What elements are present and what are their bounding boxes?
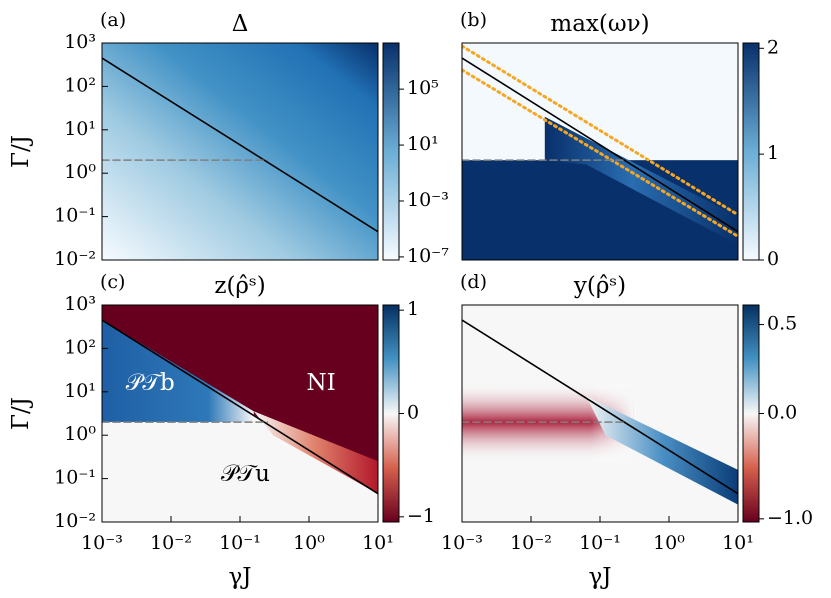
x-tick-label: 10⁻³ xyxy=(441,532,483,554)
x-axis-label: γJ xyxy=(229,564,252,590)
curve-dotted xyxy=(462,68,738,238)
heatmap-region xyxy=(102,319,254,422)
panel-title: y(ρ̂ˢ) xyxy=(573,273,626,299)
heatmap-region xyxy=(586,396,738,505)
annotation: NI xyxy=(307,370,336,396)
y-tick-label: 10⁻¹ xyxy=(54,467,96,489)
colorbar-tick-label: 2 xyxy=(767,36,779,58)
heatmap-region xyxy=(253,411,378,494)
y-tick-label: 10⁻¹ xyxy=(54,205,96,227)
panel-label: (a) xyxy=(100,9,126,31)
heatmap-image xyxy=(102,305,378,522)
x-axis-label: γJ xyxy=(589,564,612,590)
colorbar-tick-label: 1 xyxy=(407,298,419,320)
x-tick-label: 10¹ xyxy=(722,532,754,554)
heatmap-image xyxy=(102,43,378,260)
colorbar-tick-label: 0 xyxy=(767,248,779,270)
panel-label: (c) xyxy=(100,271,125,293)
curve-solid xyxy=(462,319,738,495)
panel-label: (b) xyxy=(460,9,487,31)
y-tick-label: 10² xyxy=(64,336,96,358)
plot-frame xyxy=(461,42,739,261)
curve-dotted xyxy=(462,44,738,217)
x-tick-label: 10⁻³ xyxy=(81,532,123,554)
colorbar-tick-label: 0 xyxy=(407,402,419,424)
x-tick-label: 10⁰ xyxy=(653,532,685,554)
colorbar-tick-label: 0.5 xyxy=(767,313,797,335)
y-axis-label: Γ/J xyxy=(8,135,34,168)
x-tick-label: 10⁻² xyxy=(150,532,192,554)
colorbar-tick-label: 10⁵ xyxy=(407,77,439,99)
colorbar xyxy=(382,304,400,523)
colorbar-tick-label: 10⁻⁷ xyxy=(407,245,449,267)
x-tick-label: 10⁰ xyxy=(293,532,325,554)
plot-frame xyxy=(101,42,379,261)
y-tick-label: 10⁰ xyxy=(64,161,96,183)
x-tick-label: 10⁻¹ xyxy=(579,532,621,554)
y-tick-label: 10¹ xyxy=(64,380,96,402)
panel-title: Δ xyxy=(232,11,249,37)
colorbar-tick-label: −1 xyxy=(407,505,435,527)
annotation: 𝒫𝒯b xyxy=(126,370,175,396)
y-tick-label: 10² xyxy=(64,74,96,96)
annotation: 𝒫𝒯u xyxy=(221,461,270,487)
curve-solid xyxy=(102,319,378,495)
colorbar-tick-label: −1.0 xyxy=(767,507,813,529)
colorbar xyxy=(742,42,760,261)
panel-title: max(ων) xyxy=(550,11,649,37)
y-tick-label: 10³ xyxy=(64,293,96,315)
panel-title: z(ρ̂ˢ) xyxy=(214,273,265,299)
colorbar-tick-label: 1 xyxy=(767,142,779,164)
colorbar-tick-label: 10¹ xyxy=(407,133,439,155)
y-tick-label: 10⁻² xyxy=(54,510,96,532)
y-axis-label: Γ/J xyxy=(8,397,34,430)
heatmap-region xyxy=(102,43,378,260)
y-tick-label: 10¹ xyxy=(64,118,96,140)
colorbar-tick-label: 0.0 xyxy=(767,402,797,424)
x-tick-label: 10⁻¹ xyxy=(219,532,261,554)
colorbar xyxy=(382,42,400,261)
y-tick-label: 10³ xyxy=(64,31,96,53)
colorbar-tick-label: 10⁻³ xyxy=(407,189,449,211)
colorbar xyxy=(742,304,760,523)
heatmap-image xyxy=(462,305,738,522)
y-tick-label: 10⁰ xyxy=(64,423,96,445)
curve-solid xyxy=(462,57,738,233)
x-tick-label: 10¹ xyxy=(362,532,394,554)
x-tick-label: 10⁻² xyxy=(510,532,552,554)
heatmap-image xyxy=(462,43,738,260)
curve-solid xyxy=(102,57,378,233)
y-tick-label: 10⁻² xyxy=(54,248,96,270)
panel-label: (d) xyxy=(460,271,487,293)
